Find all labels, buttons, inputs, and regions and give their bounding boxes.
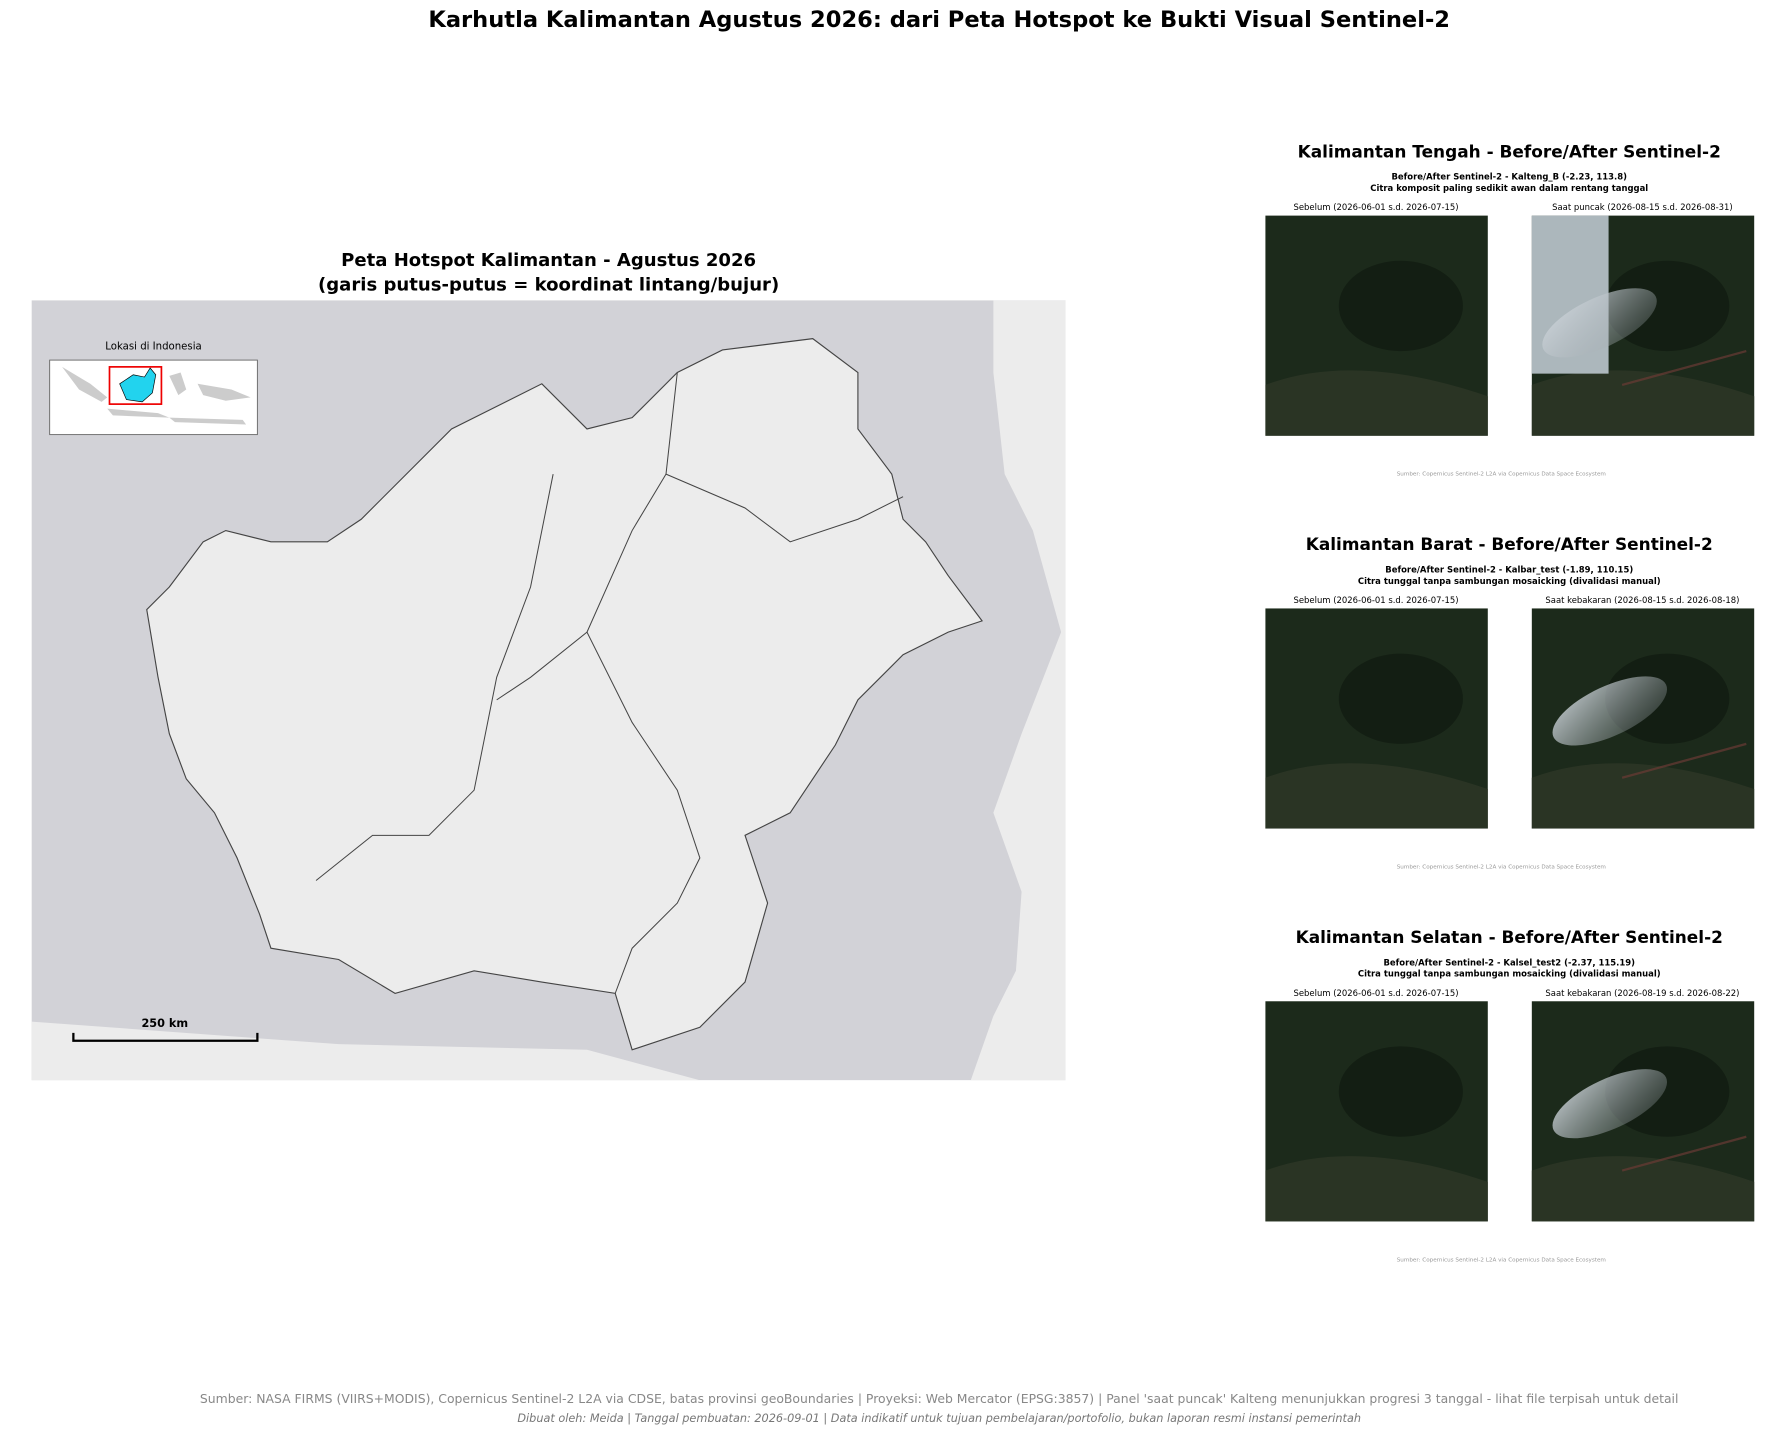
- figure-title: Karhutla Kalimantan Agustus 2026: dari P…: [428, 7, 1450, 33]
- before-label: Sebelum (2026-06-01 s.d. 2026-07-15): [1293, 595, 1458, 605]
- province-border: [315, 474, 554, 881]
- panels: Kalimantan Tengah - Before/After Sentine…: [1265, 141, 1755, 1263]
- image-texture: [1265, 370, 1488, 436]
- image-source: Sumber: Copernicus Sentinel-2 L2A via Co…: [1397, 472, 1606, 478]
- panel-subtitle: Citra tunggal tanpa sambungan mosaicking…: [1358, 969, 1661, 979]
- panel-subtitle: Before/After Sentinel-2 - Kalteng_B (-2.…: [1391, 172, 1627, 182]
- footer-source: Sumber: NASA FIRMS (VIIRS+MODIS), Copern…: [200, 1391, 1679, 1407]
- inset: Lokasi di Indonesia: [49, 342, 258, 436]
- land-south: [31, 1021, 700, 1081]
- image-texture: [1531, 370, 1755, 436]
- province-border: [496, 631, 588, 701]
- panel-subtitle: Citra komposit paling sedikit awan dalam…: [1370, 183, 1648, 193]
- scale-bar: 250 km: [72, 1017, 259, 1042]
- panel-subtitle: Citra tunggal tanpa sambungan mosaicking…: [1358, 576, 1661, 586]
- inset-title: Lokasi di Indonesia: [105, 342, 201, 353]
- panel-title: Kalimantan Tengah - Before/After Sentine…: [1298, 141, 1721, 161]
- scale-bar-line: [72, 1032, 259, 1042]
- image-texture: [1338, 653, 1463, 744]
- smoke: [1542, 288, 1657, 358]
- after-label: Saat puncak (2026-08-15 s.d. 2026-08-31): [1552, 202, 1733, 212]
- image-source: Sumber: Copernicus Sentinel-2 L2A via Co…: [1397, 864, 1606, 870]
- panel-title: Kalimantan Barat - Before/After Sentinel…: [1306, 534, 1713, 554]
- burn-scar: [1621, 742, 1747, 779]
- panel-title: Kalimantan Selatan - Before/After Sentin…: [1296, 927, 1723, 947]
- image-texture: [1531, 1156, 1755, 1222]
- scale-bar-label: 250 km: [141, 1017, 188, 1030]
- after-label: Saat kebakaran (2026-08-15 s.d. 2026-08-…: [1545, 595, 1739, 605]
- inset-kalimantan: [119, 367, 157, 403]
- smoke: [1552, 1069, 1668, 1139]
- image-texture: [1531, 763, 1755, 829]
- image-texture: [1265, 763, 1488, 829]
- before-after-panel: Kalimantan Barat - Before/After Sentinel…: [1265, 534, 1755, 870]
- province-border: [665, 473, 904, 543]
- image-source: Sumber: Copernicus Sentinel-2 L2A via Co…: [1397, 1257, 1606, 1263]
- before-after-panel: Kalimantan Tengah - Before/After Sentine…: [1265, 141, 1755, 478]
- smoke: [1552, 676, 1668, 746]
- map-subtitle: (garis putus-putus = koordinat lintang/b…: [318, 275, 779, 296]
- map-area: [31, 300, 1066, 1081]
- image-texture: [1338, 1046, 1463, 1137]
- panel-subtitle: Before/After Sentinel-2 - Kalsel_test2 (…: [1383, 957, 1635, 967]
- image-texture: [1265, 1156, 1488, 1222]
- before-label: Sebelum (2026-06-01 s.d. 2026-07-15): [1293, 202, 1458, 212]
- province-border: [586, 372, 701, 994]
- panel-subtitle: Before/After Sentinel-2 - Kalbar_test (-…: [1385, 565, 1633, 575]
- image-texture: [1338, 260, 1463, 352]
- inset-islands: [62, 366, 251, 425]
- inset-extent: [108, 366, 163, 405]
- map-title: Peta Hotspot Kalimantan - Agustus 2026: [341, 250, 756, 271]
- footer-credit: Dibuat oleh: Meida | Tanggal pembuatan: …: [517, 1412, 1361, 1425]
- before-label: Sebelum (2026-06-01 s.d. 2026-07-15): [1293, 988, 1458, 998]
- after-label: Saat kebakaran (2026-08-19 s.d. 2026-08-…: [1545, 988, 1739, 998]
- land-east: [970, 300, 1066, 1081]
- borneo: [146, 338, 984, 1051]
- burn-scar: [1621, 349, 1747, 387]
- burn-scar: [1621, 1135, 1747, 1172]
- before-after-panel: Kalimantan Selatan - Before/After Sentin…: [1265, 927, 1755, 1263]
